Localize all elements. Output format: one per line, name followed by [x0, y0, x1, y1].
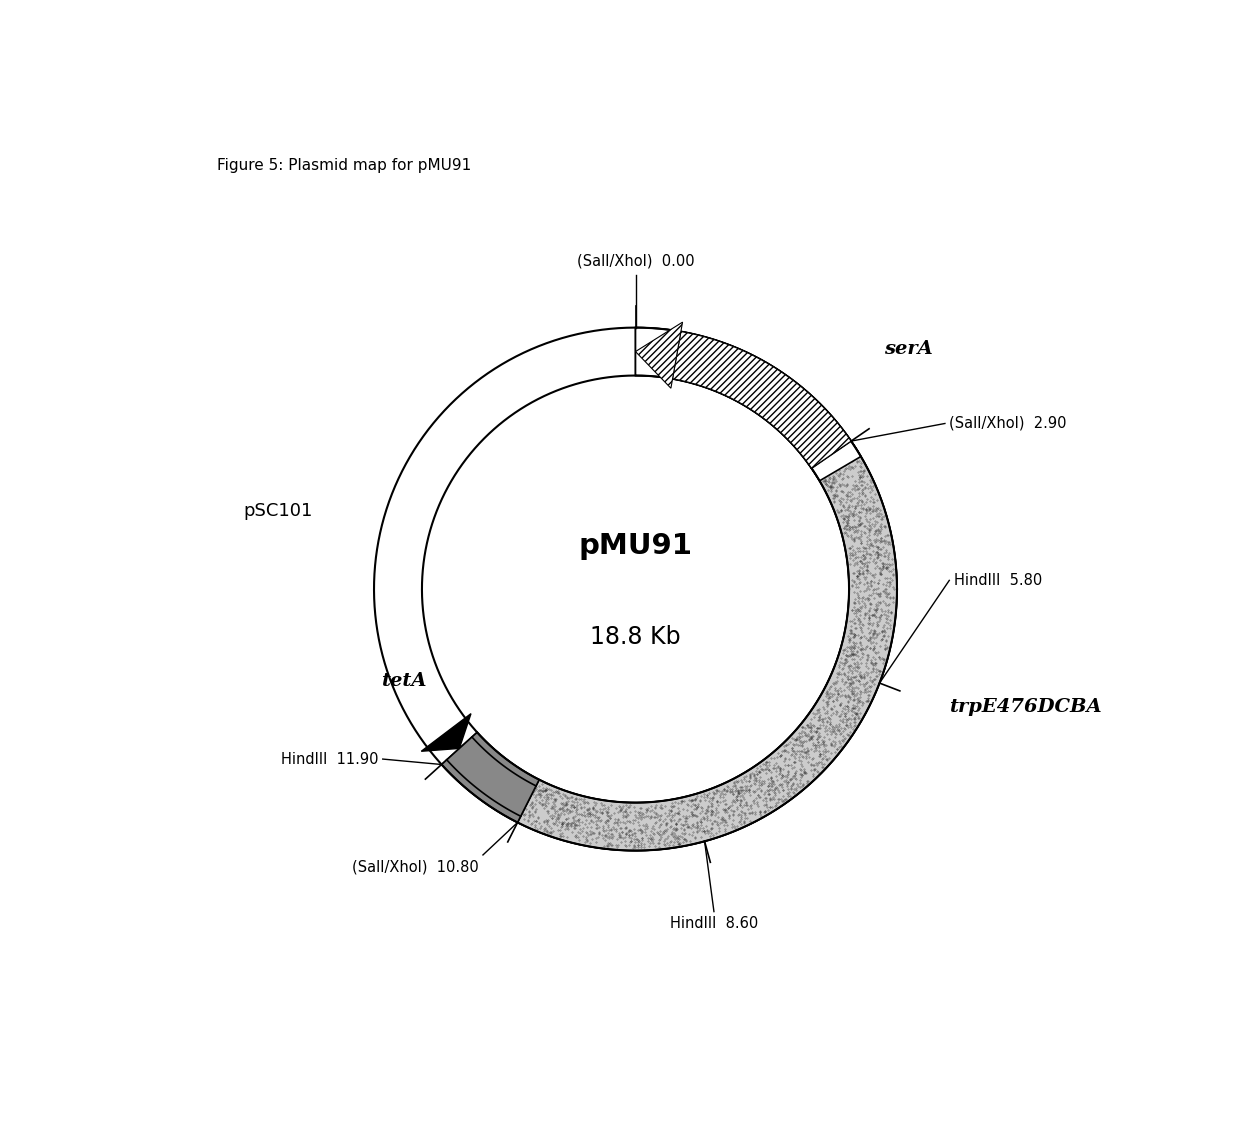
Text: trpE476DCBA: trpE476DCBA: [950, 697, 1102, 715]
Polygon shape: [811, 441, 861, 481]
Polygon shape: [807, 434, 858, 478]
Polygon shape: [635, 323, 682, 388]
Text: pMU91: pMU91: [579, 532, 692, 559]
Text: HindIII  8.60: HindIII 8.60: [670, 916, 758, 931]
Polygon shape: [422, 713, 471, 752]
Polygon shape: [517, 441, 897, 850]
Text: HindIII  5.80: HindIII 5.80: [954, 573, 1042, 588]
Text: serA: serA: [884, 341, 932, 359]
Text: 18.8 Kb: 18.8 Kb: [590, 625, 681, 649]
Text: HindIII  11.90: HindIII 11.90: [281, 752, 378, 766]
Text: (SalI/XhoI)  2.90: (SalI/XhoI) 2.90: [950, 415, 1066, 431]
Text: (SalI/XhoI)  0.00: (SalI/XhoI) 0.00: [577, 254, 694, 268]
Text: tetA: tetA: [381, 671, 427, 689]
Text: (SalI/XhoI)  10.80: (SalI/XhoI) 10.80: [352, 859, 479, 874]
Polygon shape: [635, 327, 851, 469]
Text: Figure 5: Plasmid map for pMU91: Figure 5: Plasmid map for pMU91: [217, 157, 471, 173]
Polygon shape: [672, 332, 851, 469]
Text: pSC101: pSC101: [243, 501, 312, 520]
Polygon shape: [441, 327, 897, 850]
Polygon shape: [441, 732, 539, 823]
